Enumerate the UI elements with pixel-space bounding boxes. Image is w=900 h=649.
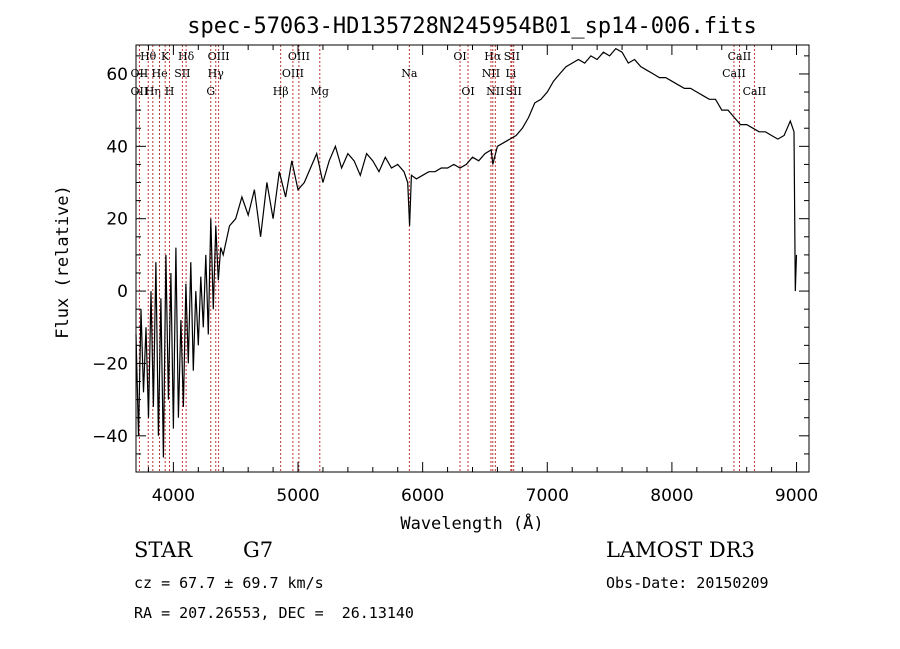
spectral-line-label: SII (174, 67, 190, 80)
spectral-line-label: Na (401, 67, 418, 80)
x-tick-label: 8000 (650, 486, 693, 506)
x-axis-label: Wavelength (Å) (400, 512, 543, 534)
series-layer (135, 47, 798, 458)
spectral-line-label: He (152, 67, 168, 80)
y-tick-label: 60 (106, 65, 128, 85)
spectral-line-label: K (161, 50, 170, 63)
object-class: STAR (134, 538, 193, 562)
axis-ticks: 4000 5000 6000 7000 8000 9000 −40 −20 0 20 40 60 (92, 45, 818, 506)
object-subclass: G7 (243, 538, 274, 562)
spectral-line-label: OI (461, 85, 474, 98)
spectral-line-label: OII (131, 85, 149, 98)
spectral-line-label: OI (453, 50, 466, 63)
y-tick-label: 40 (106, 137, 128, 157)
spectral-line-label: Hβ (273, 85, 289, 98)
spectral-line-label: CaII (722, 67, 746, 80)
spectral-line-label: OIII (288, 50, 310, 63)
spectral-line-label: Hθ (140, 50, 157, 63)
spectral-line-label: SII (506, 85, 522, 98)
spectral-line-label: OIII (208, 50, 230, 63)
spectral-line-label: H (165, 85, 175, 98)
spectral-line-label: NII (486, 85, 504, 98)
spectral-line-label: G (206, 85, 215, 98)
y-tick-label: 20 (106, 210, 128, 230)
x-tick-label: 4000 (152, 486, 195, 506)
sky-coordinates: RA = 207.26553, DEC = 26.13140 (134, 604, 414, 622)
spectral-line-label: OIII (282, 67, 304, 80)
spectral-line-label: Hγ (208, 67, 225, 80)
spectral-line-label: Hδ (178, 50, 195, 63)
spectral-line-label: SII (504, 50, 520, 63)
y-tick-label: −20 (92, 354, 128, 374)
plot-frame (135, 44, 810, 473)
x-tick-label: 7000 (526, 486, 569, 506)
x-tick-label: 9000 (775, 486, 818, 506)
observation-date: Obs-Date: 20150209 (606, 574, 769, 592)
flux-series-line (135, 47, 798, 458)
spectral-line-label: Mg (311, 85, 329, 98)
x-tick-label: 5000 (276, 486, 319, 506)
spectral-line-label: NII (482, 67, 500, 80)
survey-name: LAMOST DR3 (606, 538, 755, 562)
spectral-line-label: Hα (484, 50, 502, 63)
chart-title: spec-57063-HD135728N245954B01_sp14-006.f… (187, 14, 757, 39)
y-axis-label: Flux (relative) (53, 185, 73, 339)
redshift-velocity: cz = 67.7 ± 69.7 km/s (134, 574, 324, 592)
x-tick-label: 6000 (401, 486, 444, 506)
y-tick-label: 0 (117, 282, 128, 302)
spectral-line-label: Hη (145, 85, 161, 98)
spectral-line-label: Li (505, 67, 516, 80)
spectral-line-label: CaII (743, 85, 767, 98)
y-tick-label: −40 (92, 427, 128, 447)
spectral-line-label: CaII (728, 50, 752, 63)
